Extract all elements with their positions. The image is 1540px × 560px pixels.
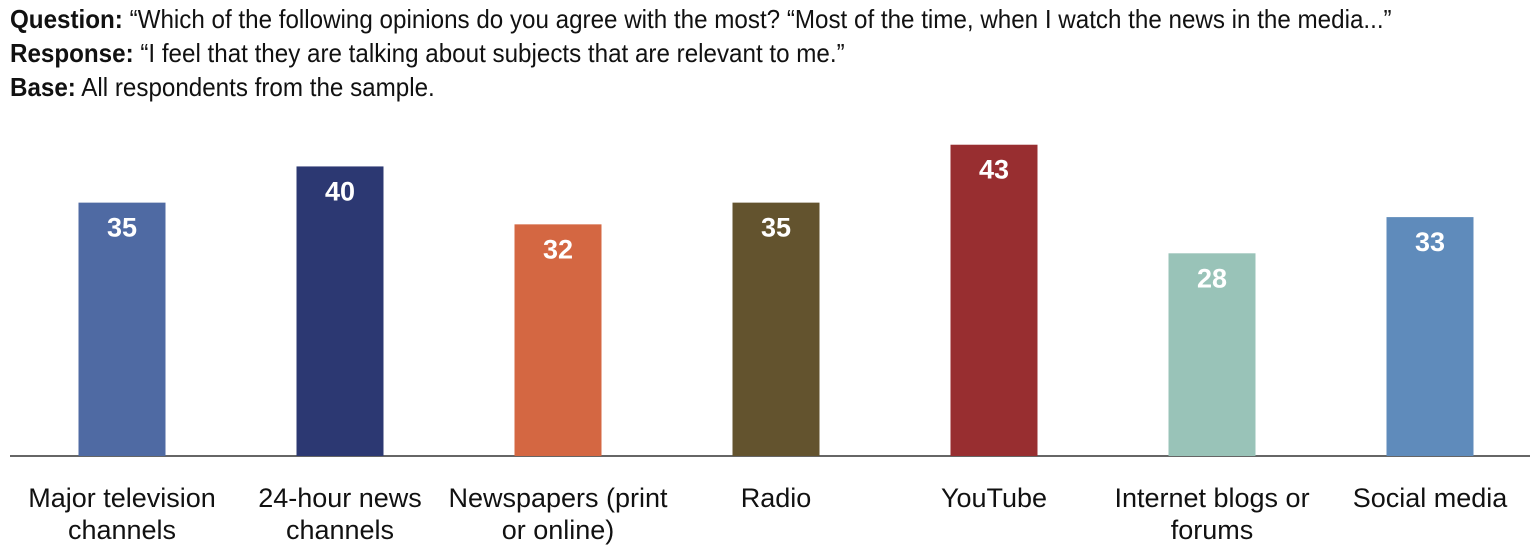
category-label-line: Radio xyxy=(741,483,812,513)
category-label-line: Social media xyxy=(1353,483,1509,513)
category-label-line: forums xyxy=(1171,515,1254,545)
question-text: “Which of the following opinions do you … xyxy=(129,4,1392,34)
category-label-line: or online) xyxy=(502,515,615,545)
base-line: Base: All respondents from the sample. xyxy=(10,70,1424,104)
category-label: Social media xyxy=(1353,483,1509,513)
category-label: Newspapers (print or online) xyxy=(448,483,668,545)
category-label: 24-hour news channels xyxy=(258,483,422,545)
base-label: Base: xyxy=(10,72,76,102)
bar xyxy=(1168,253,1256,456)
bar-value-label: 33 xyxy=(1415,227,1445,257)
question-label: Question: xyxy=(10,4,123,34)
bar-value-label: 35 xyxy=(761,213,791,243)
category-label-line: Newspapers (print xyxy=(448,483,668,513)
chart-header: Question: “Which of the following opinio… xyxy=(10,2,1530,104)
category-label-line: YouTube xyxy=(941,483,1047,513)
category-label-line: channels xyxy=(286,515,394,545)
bar xyxy=(1386,217,1474,456)
bar xyxy=(78,202,166,456)
bar-value-label: 40 xyxy=(325,176,355,206)
category-label: YouTube xyxy=(941,483,1047,513)
question-line: Question: “Which of the following opinio… xyxy=(10,2,1424,36)
category-label: Radio xyxy=(741,483,812,513)
category-label: Major television channels xyxy=(28,483,216,545)
bar xyxy=(950,144,1038,456)
bar-value-label: 43 xyxy=(979,155,1009,185)
bar xyxy=(514,224,602,456)
bar xyxy=(296,166,384,456)
bar xyxy=(732,202,820,456)
category-label: Internet blogs or forums xyxy=(1114,483,1309,545)
bar-value-label: 28 xyxy=(1197,263,1227,293)
response-text: “I feel that they are talking about subj… xyxy=(140,38,845,68)
category-label-line: Major television xyxy=(28,483,216,513)
response-label: Response: xyxy=(10,38,134,68)
category-label-line: 24-hour news xyxy=(258,483,422,513)
category-label-line: channels xyxy=(68,515,176,545)
base-text: All respondents from the sample. xyxy=(81,72,435,102)
bar-value-label: 35 xyxy=(107,213,137,243)
category-label-line: Internet blogs or xyxy=(1114,483,1309,513)
bar-value-label: 32 xyxy=(543,234,573,264)
response-line: Response: “I feel that they are talking … xyxy=(10,36,1424,70)
